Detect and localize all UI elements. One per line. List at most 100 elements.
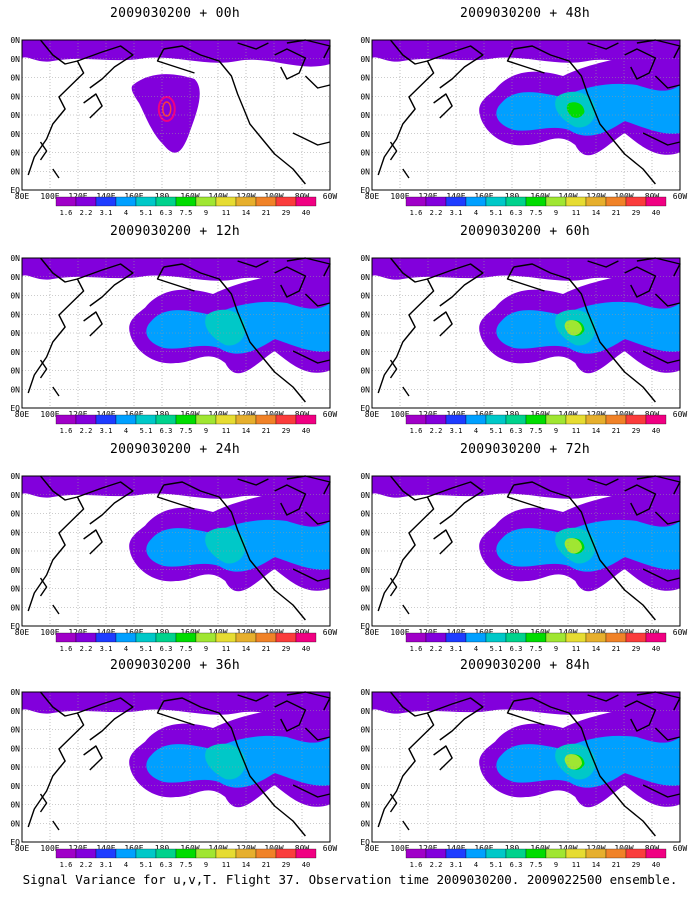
colorbar-label: 14 [592,861,600,869]
map-grid [22,40,330,190]
coastline [506,266,545,292]
lon-tick-label: 140W [558,410,577,419]
colorbar-swatch [445,414,467,425]
field-arctic [372,258,680,285]
lon-tick-label: 140E [446,844,465,853]
colorbar-label: 14 [592,209,600,217]
field-level-7 [564,320,583,336]
lat-tick-label: EQ [360,838,370,847]
colorbar-swatch [525,848,547,859]
colorbar-label: 9 [554,645,558,653]
coastlines [377,691,681,837]
colorbar-label: 3.1 [100,209,113,217]
coastlines [377,475,681,621]
lat-tick-label: 10N [10,603,20,612]
colorbar-label: 9 [554,861,558,869]
colorbar-label: 14 [592,427,600,435]
coastline [27,691,85,828]
lon-tick-label: 60W [673,192,688,201]
lon-tick-label: 120W [236,192,255,201]
coastline [83,745,103,771]
colorbar: 1.6 2.2 3.1 4 5.1 6.3 7.5 9 11 14 21 29 40 [55,414,317,435]
colorbar-swatch [235,632,257,643]
lon-tick-label: 160W [180,844,199,853]
lat-tick-label: 50N [360,528,370,537]
map-frame [371,39,681,191]
lat-tick-label: 50N [360,310,370,319]
colorbar-label: 21 [262,209,270,217]
coastline [304,727,331,741]
lon-tick-label: 180 [155,192,170,201]
colorbar-label: 6.3 [160,645,173,653]
colorbar-swatch [295,196,317,207]
colorbar-label: 21 [612,861,620,869]
colorbar-label: 2.2 [430,209,443,217]
lat-tick-label: 30N [10,782,20,791]
lon-tick-label: 180 [505,410,520,419]
colorbar-label: 6.3 [510,427,523,435]
colorbar-swatch [425,632,447,643]
coastline [163,481,306,621]
colorbar-swatch [585,414,607,425]
colorbar: 1.6 2.2 3.1 4 5.1 6.3 7.5 9 11 14 21 29 40 [405,632,667,653]
colorbar-swatch [115,414,137,425]
colorbar-label: 11 [572,209,580,217]
colorbar-label: 6.3 [510,861,523,869]
colorbar-swatch [255,848,277,859]
variance-field [22,476,330,592]
lat-tick-label: 50N [10,310,20,319]
variance-field [22,40,330,153]
lon-tick-label: 80E [15,410,30,419]
colorbar-swatch [585,632,607,643]
field-arctic [372,40,680,67]
colorbar-swatch [75,196,97,207]
lat-tick-label: 70N [360,491,370,500]
coastline [506,48,545,74]
panel-title: 2009030200 + 84h [459,658,591,673]
colorbar-swatch [195,848,217,859]
panel-title: 2009030200 + 00h [109,6,241,21]
lon-tick-label: 80W [295,628,310,637]
coastline [52,604,60,615]
colorbar-label: 2.2 [80,645,93,653]
lon-tick-label: 100E [390,410,409,419]
field-peak-contour [157,96,176,122]
map-frame [21,39,331,191]
lon-tick-label: 120W [586,844,605,853]
colorbar-label: 1.6 [60,209,73,217]
colorbar-label: 5.1 [140,209,153,217]
coastline [286,691,331,711]
coastline [292,784,331,798]
colorbar-label: 4 [474,645,478,653]
colorbar-swatch [645,414,667,425]
colorbar-label: 2.2 [430,645,443,653]
lon-tick-label: 120W [586,628,605,637]
map-frame [21,691,331,843]
lon-tick-label: 120E [418,844,437,853]
panel-24h: 2009030200 + 24h 80N 70N 60N 50N 40N 30N 20N 10… [10,436,340,656]
colorbar-swatch [585,848,607,859]
lat-tick-label: 40N [360,111,370,120]
field-level-4 [205,743,246,780]
colorbar-label: 1.6 [410,427,423,435]
lon-tick-label: 140W [558,844,577,853]
lon-tick-label: 60W [673,844,688,853]
coastline [77,45,134,89]
panel-title: 2009030200 + 24h [109,442,241,457]
lat-tick-label: 50N [360,92,370,101]
colorbar-swatch [485,196,507,207]
coastline [163,45,306,185]
colorbar-swatch [295,632,317,643]
colorbar-swatch [95,848,117,859]
colorbar-label: 4 [474,861,478,869]
colorbar-swatch [175,632,197,643]
colorbar-label: 4 [124,861,128,869]
colorbar-swatch [215,848,237,859]
lat-tick-label: 80N [10,472,20,481]
map-grid [22,258,330,408]
lon-tick-label: 180 [505,844,520,853]
